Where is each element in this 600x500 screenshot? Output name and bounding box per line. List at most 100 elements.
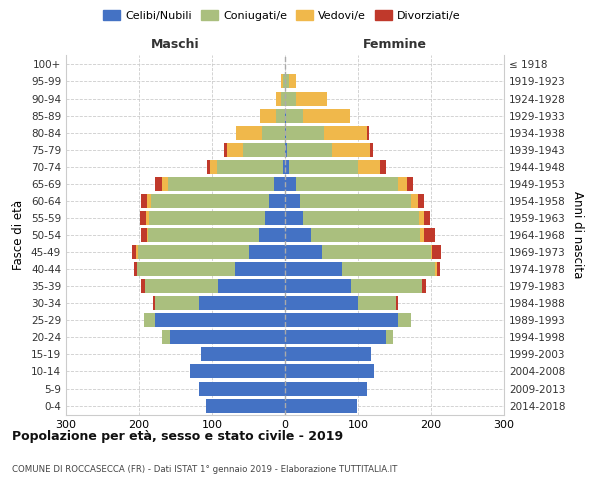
Bar — [303, 211, 419, 225]
Bar — [398, 177, 407, 191]
Bar — [418, 194, 424, 208]
Bar — [147, 194, 151, 208]
Bar — [358, 160, 380, 173]
Bar — [262, 126, 285, 140]
Bar — [163, 177, 168, 191]
Bar — [342, 262, 436, 276]
Bar — [149, 211, 265, 225]
Bar — [206, 398, 285, 412]
Y-axis label: Fasce di età: Fasce di età — [13, 200, 25, 270]
Bar — [285, 364, 374, 378]
Bar — [141, 279, 145, 293]
Bar — [285, 211, 303, 225]
Bar — [260, 108, 276, 122]
Bar — [190, 364, 285, 378]
Bar — [285, 108, 286, 122]
Bar — [285, 194, 299, 208]
Bar — [170, 330, 285, 344]
Bar — [207, 160, 210, 173]
Bar — [276, 108, 285, 122]
Bar — [437, 262, 440, 276]
Bar — [285, 92, 296, 106]
Bar — [422, 279, 426, 293]
Bar — [287, 142, 332, 156]
Bar — [153, 296, 155, 310]
Bar — [419, 211, 424, 225]
Bar — [269, 194, 285, 208]
Bar — [224, 142, 227, 156]
Bar — [235, 262, 285, 276]
Bar — [259, 228, 285, 242]
Bar — [398, 314, 411, 328]
Bar — [302, 108, 350, 122]
Bar — [285, 382, 367, 396]
Bar — [431, 245, 433, 259]
Bar — [370, 142, 373, 156]
Bar — [147, 228, 148, 242]
Bar — [145, 279, 218, 293]
Bar — [289, 74, 296, 88]
Bar — [283, 160, 285, 173]
Bar — [285, 177, 296, 191]
Bar — [332, 142, 370, 156]
Bar — [322, 245, 431, 259]
Bar — [410, 194, 418, 208]
Bar — [218, 279, 285, 293]
Bar — [285, 74, 289, 88]
Bar — [285, 296, 358, 310]
Bar — [424, 228, 434, 242]
Bar — [134, 262, 137, 276]
Y-axis label: Anni di nascita: Anni di nascita — [571, 192, 584, 278]
Bar — [380, 160, 386, 173]
Bar — [358, 296, 396, 310]
Bar — [285, 348, 371, 362]
Bar — [137, 262, 235, 276]
Text: COMUNE DI ROCCASECCA (FR) - Dati ISTAT 1° gennaio 2019 - Elaborazione TUTTITALIA: COMUNE DI ROCCASECCA (FR) - Dati ISTAT 1… — [12, 465, 397, 474]
Bar — [148, 228, 259, 242]
Bar — [144, 314, 155, 328]
Bar — [141, 228, 147, 242]
Bar — [420, 228, 424, 242]
Bar — [285, 398, 356, 412]
Bar — [285, 160, 289, 173]
Bar — [199, 296, 285, 310]
Bar — [151, 194, 269, 208]
Bar — [248, 245, 285, 259]
Bar — [285, 314, 398, 328]
Bar — [281, 92, 285, 106]
Bar — [281, 74, 283, 88]
Bar — [155, 314, 285, 328]
Bar — [168, 177, 274, 191]
Bar — [285, 330, 386, 344]
Bar — [163, 330, 170, 344]
Text: Femmine: Femmine — [362, 38, 427, 51]
Bar — [132, 245, 136, 259]
Bar — [296, 177, 398, 191]
Bar — [199, 382, 285, 396]
Bar — [285, 262, 342, 276]
Bar — [285, 279, 350, 293]
Bar — [286, 126, 325, 140]
Bar — [155, 177, 163, 191]
Bar — [242, 142, 285, 156]
Bar — [285, 228, 311, 242]
Bar — [201, 348, 285, 362]
Bar — [436, 262, 437, 276]
Bar — [289, 160, 358, 173]
Bar — [275, 92, 281, 106]
Bar — [265, 211, 285, 225]
Bar — [325, 126, 367, 140]
Bar — [283, 74, 285, 88]
Bar — [433, 245, 441, 259]
Bar — [407, 177, 413, 191]
Text: Maschi: Maschi — [151, 38, 200, 51]
Bar — [386, 330, 393, 344]
Bar — [140, 211, 146, 225]
Bar — [146, 211, 149, 225]
Bar — [141, 194, 147, 208]
Bar — [217, 160, 283, 173]
Bar — [210, 160, 217, 173]
Bar — [285, 142, 287, 156]
Bar — [137, 245, 248, 259]
Text: Popolazione per età, sesso e stato civile - 2019: Popolazione per età, sesso e stato civil… — [12, 430, 343, 443]
